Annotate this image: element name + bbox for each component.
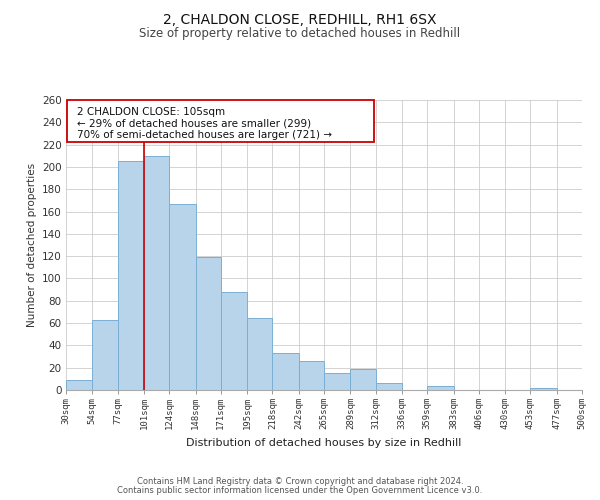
- Bar: [92, 320, 118, 390]
- Bar: [427, 386, 454, 390]
- Text: Contains public sector information licensed under the Open Government Licence v3: Contains public sector information licen…: [118, 486, 482, 495]
- X-axis label: Distribution of detached houses by size in Redhill: Distribution of detached houses by size …: [187, 438, 461, 448]
- Bar: [144, 156, 169, 390]
- Bar: [169, 204, 196, 390]
- Bar: [196, 258, 221, 390]
- Text: 2 CHALDON CLOSE: 105sqm: 2 CHALDON CLOSE: 105sqm: [77, 108, 225, 118]
- Bar: [299, 361, 324, 390]
- Bar: [350, 369, 376, 390]
- Text: ← 29% of detached houses are smaller (299): ← 29% of detached houses are smaller (29…: [77, 119, 311, 129]
- Text: 70% of semi-detached houses are larger (721) →: 70% of semi-detached houses are larger (…: [77, 130, 332, 140]
- Bar: [247, 318, 272, 390]
- Bar: [66, 380, 92, 390]
- Bar: [272, 353, 299, 390]
- Y-axis label: Number of detached properties: Number of detached properties: [26, 163, 37, 327]
- Text: Contains HM Land Registry data © Crown copyright and database right 2024.: Contains HM Land Registry data © Crown c…: [137, 477, 463, 486]
- Text: 2, CHALDON CLOSE, REDHILL, RH1 6SX: 2, CHALDON CLOSE, REDHILL, RH1 6SX: [163, 12, 437, 26]
- Bar: [530, 388, 557, 390]
- Bar: [376, 384, 402, 390]
- Bar: [221, 292, 247, 390]
- Bar: [118, 162, 144, 390]
- Text: Size of property relative to detached houses in Redhill: Size of property relative to detached ho…: [139, 28, 461, 40]
- Bar: [324, 374, 350, 390]
- FancyBboxPatch shape: [67, 100, 374, 142]
